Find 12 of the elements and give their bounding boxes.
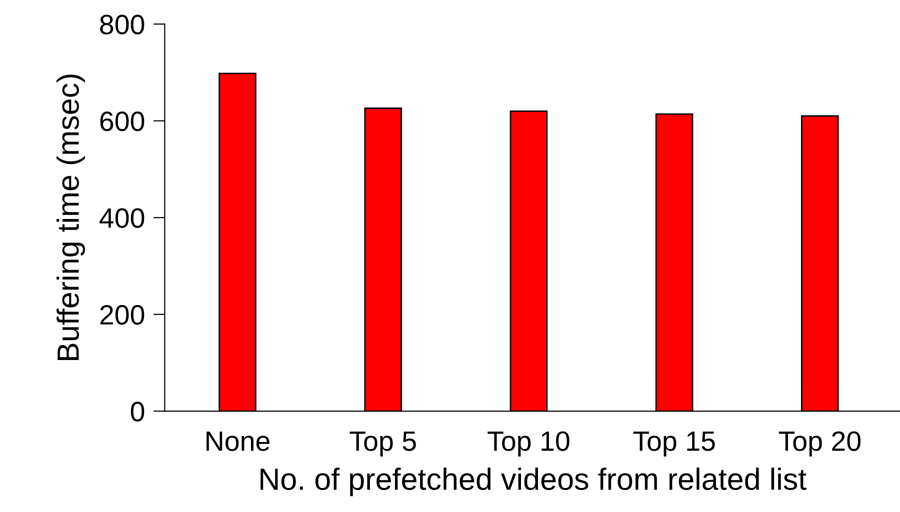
x-tick-label: Top 5 xyxy=(350,432,416,456)
x-axis-title: No. of prefetched videos from related list xyxy=(260,468,806,496)
x-tick-label: None xyxy=(206,432,270,451)
y-tick-label: 400 xyxy=(100,208,144,228)
y-axis-title: Buffering time (msec) xyxy=(56,74,86,360)
y-tick-label: 0 xyxy=(130,402,144,422)
x-tick-label: Top 20 xyxy=(778,431,861,456)
x-tick-label: Top 15 xyxy=(633,432,715,456)
y-tick-label: 800 xyxy=(100,14,144,34)
x-tick-label: Top 10 xyxy=(488,431,570,456)
y-tick-label: 600 xyxy=(100,112,144,132)
y-tick-label: 200 xyxy=(100,305,144,325)
